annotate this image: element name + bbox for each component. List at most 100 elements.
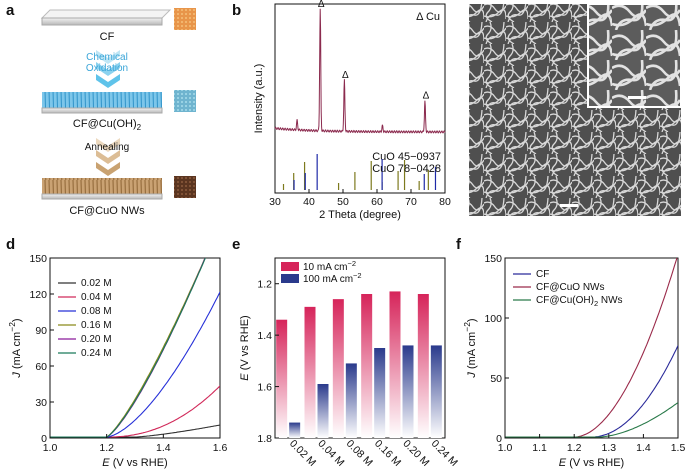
cf-slab-top <box>40 9 172 19</box>
plot-frame <box>49 257 221 439</box>
panel-f-comparison: f 1.0 1.1 1.2 1.3 1.4 1.5 0 50 100 150 E (V vs RHE… <box>456 236 685 469</box>
peak-marker-1: Δ <box>342 70 349 81</box>
panel-d-polarization: d 1.0 1.2 1.4 1.6 0 30 60 90 120 150 E (V vs RHE) J… <box>6 236 227 469</box>
bar-1-1 <box>317 384 329 438</box>
y-tick-label-2: 100 <box>484 313 502 325</box>
x-tick-label-4: 0.20 M <box>400 438 431 469</box>
y-axis-title-var: J <box>466 372 478 379</box>
bar-0-3 <box>361 294 373 438</box>
x-tick-label-3: 60 <box>371 196 383 208</box>
series-line-2 <box>505 402 678 438</box>
x-tick-label-3: 1.3 <box>601 442 616 454</box>
y-axis-title-sup: −2 <box>462 322 472 332</box>
plot-frame <box>274 257 446 439</box>
y-tick-label-4: 120 <box>29 289 47 301</box>
y-tick-label-0: 1.2 <box>257 279 272 291</box>
x-tick-label-2: 1.2 <box>567 442 582 454</box>
legend-label-2: CF@Cu(OH)2 NWs <box>536 295 623 308</box>
chemical-oxidation-arrow-icon <box>96 50 120 88</box>
panel-label-d: d <box>6 236 15 253</box>
y-tick-label-2: 1.6 <box>257 382 272 394</box>
x-axis-title-var: E <box>102 457 110 469</box>
x-tick-label-0: 30 <box>269 196 281 208</box>
x-tick-label-0: 1.0 <box>498 442 513 454</box>
legend-label-0: CF <box>536 269 549 280</box>
legend-label-sup: −2 <box>347 259 356 268</box>
y-tick-label-3: 90 <box>35 325 47 337</box>
ref-legend-0: CuO 45−0937 <box>372 151 441 163</box>
scale-bar <box>560 204 578 207</box>
x-tick-label-3: 0.16 M <box>372 438 403 469</box>
peak-marker-0: Δ <box>318 0 325 10</box>
legend-label-main: CF@Cu(OH) <box>536 295 594 306</box>
xrd-pattern-line <box>274 8 446 134</box>
bar-0-5 <box>417 294 429 438</box>
x-tick-label-2: 1.4 <box>156 442 171 454</box>
y-axis-title-end: ) <box>11 318 23 322</box>
y-axis-title-var: J <box>11 372 23 379</box>
y-axis-title: Intensity (a.u.) <box>253 64 265 134</box>
x-tick-label-1: 40 <box>303 196 315 208</box>
legend-label-sup: −2 <box>353 271 362 280</box>
x-tick-label-0: 1.0 <box>43 442 58 454</box>
series-line-2 <box>50 291 220 438</box>
legend-label-4: 0.20 M <box>81 334 112 345</box>
y-axis-title-rest: (mA cm <box>11 332 23 372</box>
x-tick-label-1: 0.04 M <box>315 438 346 469</box>
y-tick-label-1: 50 <box>490 373 502 385</box>
y-axis-title-rest: (mA cm <box>466 332 478 372</box>
y-axis-title-end: ) <box>466 318 478 322</box>
cuo-nanowires <box>42 178 162 194</box>
cuo-label: CF@CuO NWs <box>69 205 145 217</box>
legend-label-0: 10 mA cm−2 <box>303 259 356 273</box>
x-axis-title-rest: (V vs RHE) <box>110 457 168 469</box>
y-axis-title: E (V vs RHE) <box>239 315 251 380</box>
legend-label-1: 100 mA cm−2 <box>303 271 362 285</box>
x-tick-label-5: 0.24 M <box>429 438 460 469</box>
panel-c-sem: c <box>469 2 682 216</box>
legend-label-main: 10 mA cm <box>303 262 347 273</box>
y-tick-label-5: 150 <box>29 253 47 265</box>
cuoh-nanowires <box>42 92 162 108</box>
x-axis-title: 2 Theta (degree) <box>319 209 401 221</box>
panel-label-e: e <box>232 236 240 253</box>
bar-1-0 <box>289 422 301 438</box>
legend-label-sub: 2 <box>594 299 598 308</box>
legend-label-1: CF@CuO NWs <box>536 282 604 293</box>
series-line-3 <box>50 258 206 438</box>
x-tick-label-2: 0.08 M <box>344 438 375 469</box>
x-tick-label-1: 1.1 <box>532 442 547 454</box>
y-tick-label-1: 1.4 <box>257 330 272 342</box>
sem-inset-image <box>587 3 682 108</box>
bar-0-2 <box>332 299 344 438</box>
legend-label-1: 0.04 M <box>81 292 112 303</box>
cuoh-photo <box>174 90 196 112</box>
bar-0-1 <box>304 306 316 438</box>
panel-label-a: a <box>6 2 15 19</box>
bar-0-4 <box>389 291 401 438</box>
y-tick-label-3: 1.8 <box>257 433 272 445</box>
cf-photo <box>174 8 196 30</box>
annealing-arrow-icon <box>96 138 120 176</box>
y-tick-label-0: 0 <box>496 433 502 445</box>
y-tick-label-1: 30 <box>35 397 47 409</box>
x-tick-label-1: 1.2 <box>99 442 114 454</box>
x-tick-label-5: 1.5 <box>671 442 685 454</box>
series-line-0 <box>50 424 220 438</box>
cuo-slab <box>41 193 163 200</box>
x-axis-title: E (V vs RHE) <box>102 457 167 469</box>
panel-a-schematic: a CF Chemical Oxidation CF@Cu(OH)2 Anneal… <box>6 2 196 217</box>
legend-label-3: 0.16 M <box>81 320 112 331</box>
legend-swatch-0 <box>281 262 299 271</box>
panel-label-f: f <box>456 236 462 253</box>
x-tick-label-4: 1.4 <box>636 442 651 454</box>
arrow1-label: Chemical Oxidation <box>86 52 128 74</box>
y-tick-label-0: 0 <box>41 433 47 445</box>
bar-1-3 <box>374 348 386 438</box>
y-tick-label-2: 60 <box>35 361 47 373</box>
bar-1-2 <box>345 363 357 438</box>
x-axis-title-var: E <box>559 457 567 469</box>
panel-e-potential-bars: e 0.02 M0.04 M0.08 M0.16 M0.20 M0.24 M 1.… <box>232 236 460 469</box>
y-axis-title-var: E <box>239 373 251 381</box>
